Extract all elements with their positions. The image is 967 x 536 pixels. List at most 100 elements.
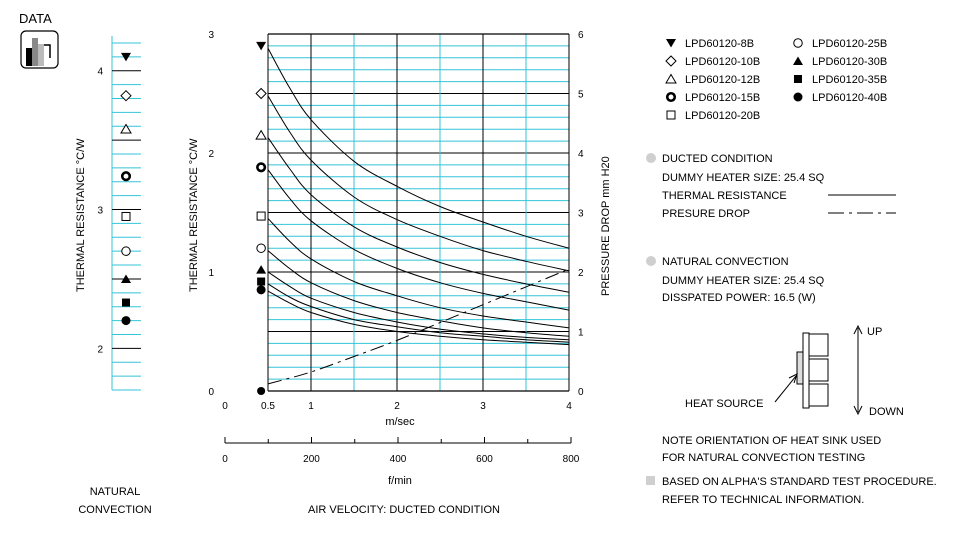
nat-marker (120, 171, 132, 182)
heat-sink-icon (796, 332, 829, 409)
ducted-condition-block: DUCTED CONDITION DUMMY HEATER SIZE: 25.4… (646, 153, 896, 220)
main-x2label: f/min (388, 475, 412, 487)
nat-marker (121, 211, 131, 221)
legend: LPD60120-8B LPD60120-25B LPD60120-10B LPD60… (665, 38, 887, 122)
main-ytick-label: 3 (208, 30, 214, 41)
fmin-tick-label: 400 (390, 454, 407, 465)
ducted-pressure-label: PRESURE DROP (662, 208, 750, 220)
nat-ticks: 2 3 4 (97, 67, 103, 356)
thermal-curve (267, 290, 570, 346)
natural-power: DISSPATED POWER: 16.5 (W) (662, 292, 816, 304)
nat-marker (120, 123, 132, 134)
main-y2tick-label: 3 (578, 209, 584, 220)
main-ytick-label: 2 (208, 149, 214, 160)
main-xtick-label: 0 (222, 401, 228, 412)
ducted-heater: DUMMY HEATER SIZE: 25.4 SQ (662, 172, 825, 184)
legend-label: LPD60120-20B (685, 110, 760, 122)
nat-marker (121, 52, 131, 62)
ducted-bullet-icon (646, 153, 656, 163)
main-marker (256, 285, 266, 295)
natural-heater: DUMMY HEATER SIZE: 25.4 SQ (662, 275, 825, 287)
main-y2tick-label: 0 (578, 387, 584, 398)
note-line2: FOR NATURAL CONVECTION TESTING (662, 452, 865, 464)
legend-marker (665, 91, 677, 103)
thermal-curve (267, 250, 570, 337)
thermal-curve (267, 218, 570, 329)
nat-caption-line1: NATURAL (90, 486, 141, 498)
main-xtick-label: 0.5 (261, 401, 275, 412)
data-label: DATA (19, 11, 52, 26)
nat-ytick-label: 3 (97, 206, 103, 217)
nat-caption-line2: CONVECTION (78, 504, 151, 516)
main-caption: AIR VELOCITY: DUCTED CONDITION (308, 504, 500, 516)
bar-chart-icon (20, 30, 59, 69)
natural-convection-block: NATURAL CONVECTION DUMMY HEATER SIZE: 25… (646, 256, 825, 304)
thermal-curve (267, 169, 570, 311)
nat-ylabel: THERMAL RESISTANCE °C/W (75, 138, 87, 292)
ducted-heading: DUCTED CONDITION (662, 153, 773, 165)
main-ytick-label: 0 (208, 387, 214, 398)
fmin-tick-label: 600 (476, 454, 493, 465)
main-marker (256, 41, 267, 51)
legend-label: LPD60120-10B (685, 56, 760, 68)
thermal-curve (267, 271, 570, 341)
legend-label: LPD60120-30B (812, 56, 887, 68)
up-label: UP (867, 326, 882, 338)
natural-bullet-icon (646, 256, 656, 266)
main-marker (256, 243, 266, 253)
main-y2label: PRESSURE DROP mm H20 (600, 156, 612, 296)
thermal-curve (267, 137, 570, 293)
nat-markers (120, 52, 132, 326)
main-y2tick-label: 6 (578, 30, 584, 41)
main-xlabel: m/sec (385, 416, 415, 428)
footer: BASED ON ALPHA'S STANDARD TEST PROCEDURE… (646, 476, 937, 506)
fmin-tick-label: 200 (303, 454, 320, 465)
main-y2tick-label: 4 (578, 149, 584, 160)
down-label: DOWN (869, 406, 904, 418)
footer-bullet-icon (646, 476, 655, 485)
nat-marker (121, 316, 131, 326)
main-curves (267, 48, 570, 385)
heat-source-arrow-icon (774, 373, 798, 403)
nat-marker (122, 298, 130, 307)
heat-source-label: HEAT SOURCE (685, 398, 763, 410)
main-marker (256, 162, 267, 173)
pressure-drop-marker (257, 386, 266, 396)
thermal-curve (267, 95, 570, 272)
main-grid (267, 33, 570, 392)
nat-ytick-label: 4 (97, 67, 103, 78)
legend-label: LPD60120-25B (812, 38, 887, 50)
data-icon-group: DATA (19, 11, 59, 69)
footer-line2: REFER TO TECHNICAL INFORMATION. (662, 494, 864, 506)
legend-marker (665, 55, 677, 67)
legend-marker (793, 92, 803, 102)
legend-marker (666, 39, 676, 48)
legend-marker (793, 56, 803, 65)
fmin-tick-label: 800 (563, 454, 580, 465)
thermal-curve (267, 283, 570, 343)
nat-marker (120, 89, 132, 102)
fmin-tick-label: 0 (222, 454, 228, 465)
main-xtick-label: 4 (566, 401, 572, 412)
nat-marker (121, 274, 131, 283)
main-marker (257, 277, 266, 286)
nat-ytick-label: 2 (97, 344, 103, 355)
main-xtick-label: 2 (394, 401, 400, 412)
legend-label: LPD60120-8B (685, 38, 754, 50)
main-y2tick-label: 1 (578, 328, 584, 339)
thermal-curve (267, 48, 570, 249)
legend-marker (666, 110, 676, 120)
main-marker (255, 87, 267, 100)
main-xtick-label: 1 (308, 401, 314, 412)
natural-heading: NATURAL CONVECTION (662, 256, 789, 268)
main-y2tick-label: 5 (578, 90, 584, 101)
pressure-drop-curve (267, 268, 570, 385)
footer-line1: BASED ON ALPHA'S STANDARD TEST PROCEDURE… (662, 476, 937, 488)
legend-label: LPD60120-12B (685, 74, 760, 86)
legend-label: LPD60120-40B (812, 92, 887, 104)
nat-marker (121, 246, 131, 256)
natural-convection-chart: THERMAL RESISTANCE °C/W 2 3 4 NATURAL CONV… (75, 36, 152, 516)
